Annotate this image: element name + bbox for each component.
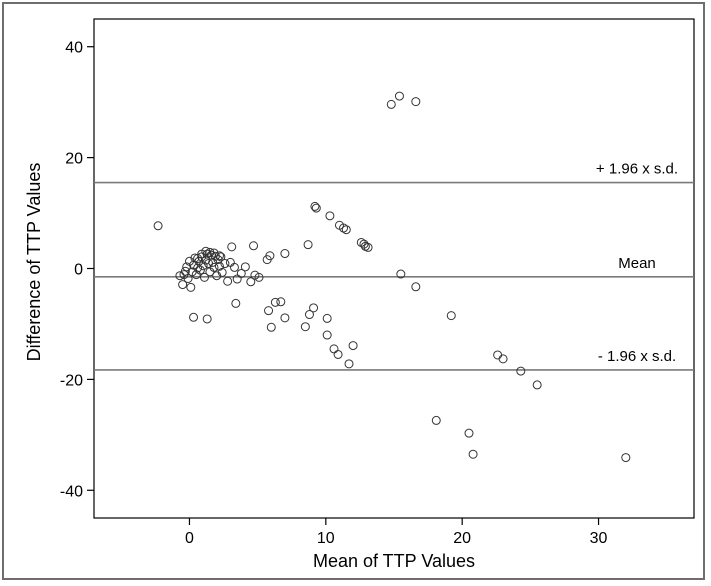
x-axis-title: Mean of TTP Values [313,551,475,571]
data-point [227,242,237,252]
data-point [300,322,310,332]
data-point [325,211,335,221]
data-point [199,272,209,282]
data-point [264,306,274,316]
data-point [201,255,211,265]
data-point [309,303,319,313]
data-point [304,310,314,320]
data-point [532,380,542,390]
data-point [344,359,354,369]
reference-line-label: - 1.96 x s.d. [598,348,676,365]
data-point [193,254,203,264]
data-point [516,366,526,376]
data-point [220,259,230,269]
data-point [231,298,241,308]
x-tick-label: 30 [590,530,608,547]
plot-area [93,18,695,519]
reference-line-label: + 1.96 x s.d. [596,161,678,178]
data-point [280,313,290,323]
data-point [214,261,224,271]
data-point [310,201,320,211]
data-points [153,91,631,463]
data-point [225,257,235,267]
data-point [493,350,503,360]
data-point [363,242,373,252]
data-point [195,265,205,275]
x-tick-label: 20 [453,530,471,547]
x-tick-label: 0 [185,530,194,547]
data-point [333,349,343,359]
data-point [186,282,196,292]
data-point [303,240,313,250]
data-point [202,314,212,324]
data-point [216,252,226,262]
reference-lines [94,181,694,371]
data-point [209,262,219,272]
data-point [468,449,478,459]
data-point [208,257,218,267]
data-point [394,91,404,101]
data-point [329,344,339,354]
data-point [205,247,215,257]
data-point [189,312,199,322]
y-tick-label: 20 [65,151,83,168]
data-point [240,262,250,272]
y-tick-label: 0 [74,262,83,279]
y-tick-label: -20 [60,372,83,389]
data-point [198,261,208,271]
data-point [280,249,290,259]
data-point [464,428,474,438]
x-tick-label: 10 [317,530,335,547]
y-axis-ticks: 40 20 0 -20 -40 [60,40,94,500]
data-point [270,297,280,307]
data-point [498,354,508,364]
data-point [341,225,351,235]
data-point [322,330,332,340]
data-point [246,277,256,287]
data-point [386,99,396,109]
data-point [446,311,456,321]
data-point [182,262,192,272]
data-point [254,272,264,282]
data-point [265,251,275,261]
x-axis-ticks: 0 10 20 30 [185,518,608,547]
data-point [431,415,441,425]
reference-labels: + 1.96 x s.d. Mean - 1.96 x s.d. [596,161,678,365]
data-point [178,280,188,290]
data-point [411,97,421,107]
data-point [236,268,246,278]
y-tick-label: -40 [60,483,83,500]
data-point [229,262,239,272]
data-point [311,203,321,213]
data-point [183,273,193,283]
y-tick-label: 40 [65,40,83,57]
data-point [276,297,286,307]
figure-frame [2,2,705,580]
y-axis-title: Difference of TTP Values [24,163,44,362]
data-point [193,263,203,273]
data-point [249,241,259,251]
reference-line-label: Mean [618,255,656,272]
data-point [223,276,233,286]
data-point [266,322,276,332]
data-point [153,221,163,231]
data-point [214,251,224,261]
data-point [209,248,219,258]
data-point [213,255,223,265]
data-point [348,341,358,351]
data-point [322,313,332,323]
data-point [339,223,349,233]
data-point [396,269,406,279]
data-point [217,267,227,277]
data-point [175,271,185,281]
data-point [621,453,631,463]
data-point [411,282,421,292]
